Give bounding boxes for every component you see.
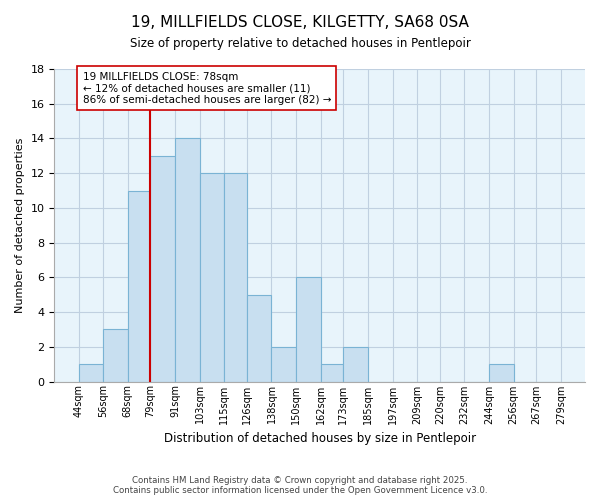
X-axis label: Distribution of detached houses by size in Pentlepoir: Distribution of detached houses by size …	[164, 432, 476, 445]
Bar	[79, 364, 103, 382]
Bar	[151, 156, 175, 382]
Bar	[247, 294, 271, 382]
Text: Contains HM Land Registry data © Crown copyright and database right 2025.
Contai: Contains HM Land Registry data © Crown c…	[113, 476, 487, 495]
Y-axis label: Number of detached properties: Number of detached properties	[15, 138, 25, 313]
Bar	[271, 347, 296, 382]
Bar	[128, 190, 151, 382]
Bar	[103, 330, 128, 382]
Bar	[175, 138, 200, 382]
Bar	[224, 173, 247, 382]
Text: 19, MILLFIELDS CLOSE, KILGETTY, SA68 0SA: 19, MILLFIELDS CLOSE, KILGETTY, SA68 0SA	[131, 15, 469, 30]
Text: 19 MILLFIELDS CLOSE: 78sqm
← 12% of detached houses are smaller (11)
86% of semi: 19 MILLFIELDS CLOSE: 78sqm ← 12% of deta…	[83, 72, 331, 105]
Bar	[489, 364, 514, 382]
Bar	[296, 278, 321, 382]
Bar	[343, 347, 368, 382]
Text: Size of property relative to detached houses in Pentlepoir: Size of property relative to detached ho…	[130, 38, 470, 51]
Bar	[200, 173, 224, 382]
Bar	[321, 364, 343, 382]
